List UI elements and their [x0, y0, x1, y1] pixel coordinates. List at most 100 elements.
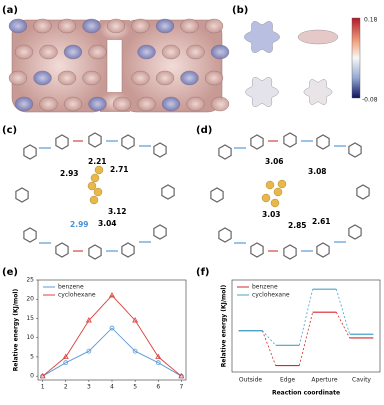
panel-label: (d): [196, 125, 212, 136]
distance-label: 3.03: [262, 210, 281, 219]
surface-lobe: [82, 18, 101, 34]
benzene-ring: [250, 242, 264, 258]
distance-label: 3.04: [98, 219, 117, 228]
panel-label: (b): [232, 5, 248, 16]
connector: [335, 312, 351, 339]
surface-lobe: [180, 18, 199, 34]
surface-lobe: [57, 18, 77, 34]
surface-lobe: [155, 70, 175, 86]
surface-lobe: [112, 96, 132, 112]
x-tick-label: Outside: [239, 377, 262, 384]
benzene-ring: [356, 184, 370, 200]
x-tick-label: Cavity: [352, 377, 371, 384]
benzene-ring: [153, 142, 167, 158]
benzene-ring: [348, 142, 362, 158]
surface-lobe: [186, 96, 205, 112]
surface-lobe: [210, 44, 230, 60]
surface-lobe: [161, 44, 181, 60]
benzene-ring: [121, 134, 135, 150]
panel-label: (e): [2, 267, 18, 278]
x-tick-label: 2: [64, 384, 68, 391]
surface-lobe: [204, 70, 224, 86]
surface: [11, 19, 108, 113]
series-line: [42, 294, 182, 377]
guest-atom: [277, 179, 287, 189]
distance-label: 2.71: [110, 165, 129, 174]
guest-atom: [261, 193, 271, 203]
y-tick-label: 0: [30, 373, 34, 380]
benzene-ring: [55, 134, 69, 150]
benzene-ring: [283, 244, 297, 260]
surface-lobe: [137, 44, 156, 60]
x-tick-label: 7: [179, 384, 183, 391]
surface-lobe: [63, 96, 83, 112]
x-tick-label: 4: [110, 384, 114, 391]
surface-lobe: [14, 44, 34, 60]
molecule-surface: [297, 29, 339, 45]
guest-atom: [90, 173, 100, 183]
benzene-ring: [316, 134, 330, 150]
distance-label: 2.21: [88, 157, 107, 166]
marker: [63, 360, 69, 366]
distance-label: 3.06: [265, 157, 284, 166]
surface-lobe: [88, 96, 107, 112]
surface-lobe: [161, 96, 181, 112]
distance-label: 2.99: [70, 220, 89, 229]
guest-atom: [270, 198, 280, 208]
legend-label: cyclohexane: [252, 292, 290, 299]
surface-lobe: [33, 18, 52, 34]
benzene-ring: [218, 144, 232, 160]
x-tick-label: 3: [87, 384, 91, 391]
surface-lobe: [210, 96, 230, 112]
legend-label: benzene: [252, 284, 278, 291]
benzene-ring: [153, 224, 167, 240]
surface-lobe: [63, 44, 83, 60]
connector: [262, 330, 276, 346]
panel-label: (c): [2, 125, 17, 136]
benzene-ring: [121, 242, 135, 258]
distance-label: 3.12: [108, 207, 127, 216]
panel-label: (f): [196, 267, 210, 278]
marker: [132, 348, 138, 354]
benzene-ring: [316, 242, 330, 258]
benzene-ring: [55, 242, 69, 258]
x-tick-label: 5: [133, 384, 137, 391]
y-tick-label: 15: [26, 315, 34, 322]
connector: [298, 289, 314, 346]
series-line: [42, 327, 182, 377]
marker: [155, 360, 161, 366]
marker: [155, 353, 162, 360]
marker: [109, 325, 115, 331]
benzene-ring: [283, 132, 297, 148]
x-tick-label: 6: [156, 384, 160, 391]
guest-atom: [87, 181, 97, 191]
surface-lobe: [39, 96, 58, 112]
guest-atom: [273, 187, 283, 197]
surface-lobe: [155, 18, 175, 34]
y-axis-label: Relative energy (KJ/mol): [13, 289, 20, 372]
benzene-ring: [23, 227, 37, 243]
guest-atom: [93, 187, 103, 197]
x-tick-label: 1: [41, 384, 45, 391]
marker: [132, 317, 139, 323]
surface-lobe: [180, 70, 199, 86]
x-axis-label: Reaction coordinate: [272, 390, 340, 397]
marker: [85, 317, 92, 323]
marker: [39, 372, 46, 379]
benzene-ring: [15, 187, 29, 203]
x-tick-label: Edge: [280, 377, 295, 384]
surface: [121, 19, 223, 113]
benzene-ring: [23, 144, 37, 160]
marker: [86, 348, 92, 354]
guest-atom: [265, 180, 275, 190]
connector: [298, 312, 314, 366]
surface-lobe: [8, 18, 28, 34]
surface-lobe: [106, 18, 126, 34]
benzene-ring: [250, 134, 264, 150]
y-tick-label: 10: [26, 334, 34, 341]
distance-label: 3.08: [308, 167, 327, 176]
surface-lobe: [131, 18, 150, 34]
y-tick-label: 5: [30, 353, 34, 360]
surface-lobe: [186, 44, 205, 60]
